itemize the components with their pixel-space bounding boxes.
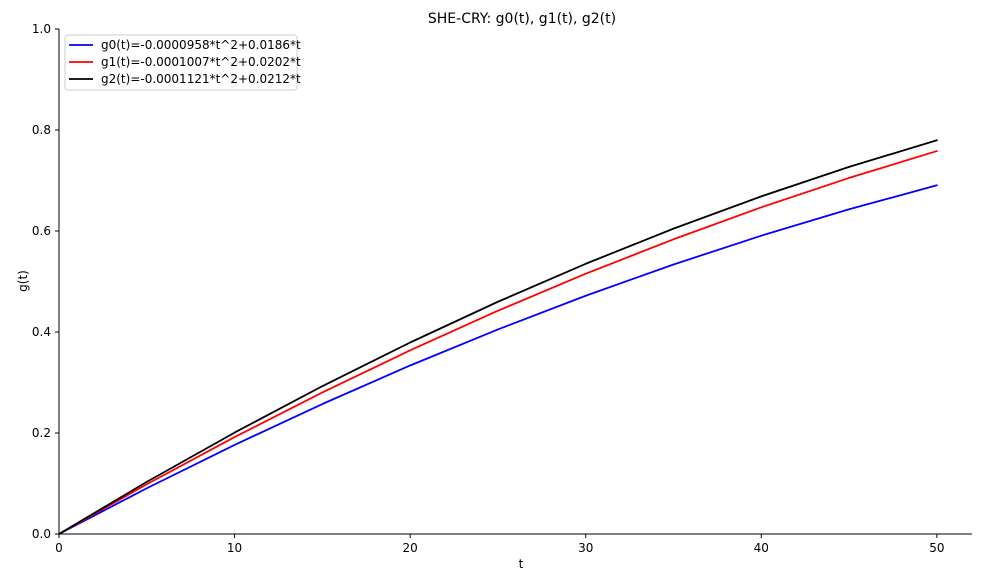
x-axis-label: t [519, 557, 524, 571]
x-tick-label: 30 [578, 541, 593, 555]
x-tick-label: 0 [55, 541, 63, 555]
y-tick-label: 0.0 [32, 527, 51, 541]
x-tick-label: 50 [929, 541, 944, 555]
legend-label-g0: g0(t)=-0.0000958*t^2+0.0186*t [101, 38, 301, 52]
x-tick-label: 10 [227, 541, 242, 555]
x-tick-label: 40 [754, 541, 769, 555]
y-tick-label: 0.8 [32, 123, 51, 137]
ticks-layer: 0 10 20 30 40 50 0.0 0.2 0.4 0.6 0.8 1.0 [32, 22, 945, 555]
series-line-g2 [58, 139, 938, 535]
series-line-g1 [58, 150, 938, 535]
chart-title: SHE-CRY: g0(t), g1(t), g2(t) [428, 11, 616, 27]
y-tick-label: 1.0 [32, 22, 51, 36]
legend-frame [64, 34, 298, 91]
y-tick-label: 0.6 [32, 224, 51, 238]
series-line-g0 [58, 184, 938, 535]
y-axis-label: g(t) [16, 270, 30, 292]
axes-layer [58, 29, 972, 535]
y-tick-label: 0.4 [32, 325, 51, 339]
legend: g0(t)=-0.0000958*t^2+0.0186*t g1(t)=-0.00… [64, 34, 301, 91]
x-tick-label: 20 [403, 541, 418, 555]
legend-label-g2: g2(t)=-0.0001121*t^2+0.0212*t [101, 72, 301, 86]
y-tick-label: 0.2 [32, 426, 51, 440]
legend-label-g1: g1(t)=-0.0001007*t^2+0.0202*t [101, 55, 301, 69]
series-layer [58, 139, 938, 535]
